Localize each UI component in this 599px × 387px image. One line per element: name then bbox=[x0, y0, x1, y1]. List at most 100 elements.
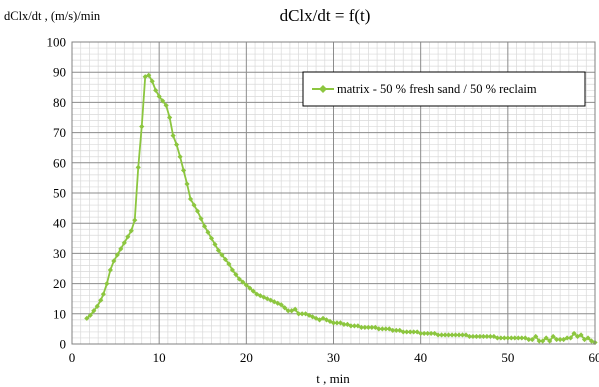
data-point bbox=[128, 228, 134, 234]
legend: matrix - 50 % fresh sand / 50 % reclaim bbox=[302, 71, 586, 107]
data-point bbox=[515, 335, 521, 341]
data-point bbox=[271, 299, 277, 305]
data-point bbox=[167, 114, 173, 121]
y-tick-label: 60 bbox=[53, 155, 66, 170]
data-point bbox=[149, 78, 155, 84]
data-point bbox=[494, 335, 500, 341]
data-point bbox=[118, 246, 124, 252]
data-point bbox=[250, 288, 256, 294]
data-point bbox=[285, 308, 291, 314]
data-point bbox=[372, 324, 378, 330]
data-point bbox=[421, 330, 427, 337]
data-point bbox=[578, 332, 584, 338]
data-point bbox=[393, 327, 399, 334]
data-point bbox=[581, 336, 588, 343]
data-point bbox=[365, 324, 371, 330]
data-point bbox=[212, 241, 218, 247]
data-point bbox=[379, 326, 385, 332]
data-point bbox=[459, 332, 466, 338]
data-point bbox=[442, 332, 448, 338]
data-point bbox=[111, 258, 117, 264]
data-point bbox=[282, 305, 288, 311]
data-point bbox=[529, 336, 535, 343]
y-tick-label: 100 bbox=[47, 35, 67, 50]
data-point bbox=[533, 333, 539, 340]
data-point bbox=[452, 332, 459, 338]
y-tick-label: 40 bbox=[53, 216, 66, 231]
data-point bbox=[264, 296, 270, 302]
data-point bbox=[104, 281, 110, 287]
data-point bbox=[383, 326, 389, 332]
x-tick-label: 10 bbox=[153, 350, 166, 365]
y-tick-label: 30 bbox=[53, 246, 66, 261]
chart-title: dClx/dt = f(t) bbox=[280, 6, 371, 25]
y-axis-label: dClx/dt , (m/s)/min bbox=[4, 9, 101, 23]
data-point bbox=[187, 196, 194, 202]
data-point bbox=[114, 252, 120, 258]
data-point bbox=[107, 267, 113, 273]
y-tick-labels: 0 10 20 30 40 50 60 70 80 90 100 bbox=[47, 35, 67, 352]
x-tick-label: 50 bbox=[501, 350, 514, 365]
y-tick-label: 50 bbox=[53, 186, 66, 201]
data-point bbox=[174, 142, 180, 148]
data-point bbox=[194, 208, 201, 214]
y-tick-label: 0 bbox=[60, 337, 67, 352]
data-point bbox=[229, 267, 235, 273]
data-point bbox=[184, 181, 190, 187]
data-point bbox=[205, 229, 211, 235]
data-point bbox=[466, 333, 473, 340]
data-point bbox=[376, 326, 382, 332]
data-point bbox=[160, 98, 166, 104]
x-tick-label: 20 bbox=[240, 350, 253, 365]
data-point bbox=[487, 333, 493, 340]
data-point bbox=[313, 315, 319, 321]
data-point bbox=[567, 335, 574, 341]
data-point bbox=[348, 323, 354, 329]
x-tick-label: 30 bbox=[327, 350, 340, 365]
y-tick-label: 90 bbox=[53, 65, 66, 80]
plot-border bbox=[71, 41, 596, 345]
data-point bbox=[146, 72, 152, 78]
data-point bbox=[369, 324, 375, 330]
x-tick-labels: 0 10 20 30 40 50 60 bbox=[69, 350, 599, 365]
data-point bbox=[477, 333, 483, 340]
data-point bbox=[236, 276, 242, 282]
data-point bbox=[330, 320, 337, 326]
y-tick-label: 80 bbox=[53, 95, 66, 110]
data-point bbox=[268, 297, 274, 303]
data-point bbox=[233, 271, 239, 278]
data-point bbox=[526, 336, 532, 343]
x-axis-label: t , min bbox=[316, 371, 350, 386]
data-point bbox=[198, 216, 204, 222]
data-point bbox=[327, 318, 333, 324]
data-point bbox=[201, 223, 208, 229]
x-tick-label: 60 bbox=[589, 350, 599, 365]
data-point bbox=[156, 93, 162, 99]
data-point bbox=[180, 167, 187, 173]
data-point bbox=[498, 335, 504, 341]
data-point bbox=[501, 335, 507, 341]
data-point bbox=[362, 324, 368, 330]
data-point bbox=[135, 164, 141, 170]
data-point bbox=[400, 329, 406, 335]
data-point bbox=[303, 311, 309, 317]
data-point bbox=[87, 312, 93, 318]
data-point bbox=[243, 282, 249, 288]
data-point bbox=[191, 202, 197, 208]
data-point bbox=[571, 330, 577, 337]
data-point bbox=[153, 87, 159, 93]
data-point bbox=[512, 335, 518, 341]
data-point bbox=[438, 332, 445, 338]
legend-box bbox=[302, 71, 586, 107]
data-point bbox=[554, 336, 560, 343]
data-point bbox=[543, 335, 549, 341]
data-point bbox=[540, 338, 546, 344]
data-point bbox=[505, 335, 511, 341]
data-point bbox=[320, 315, 326, 321]
data-point bbox=[163, 102, 169, 109]
data-point bbox=[456, 332, 462, 338]
data-point bbox=[341, 321, 347, 327]
data-point bbox=[208, 235, 215, 241]
data-point bbox=[100, 291, 106, 297]
data-point bbox=[522, 335, 528, 341]
